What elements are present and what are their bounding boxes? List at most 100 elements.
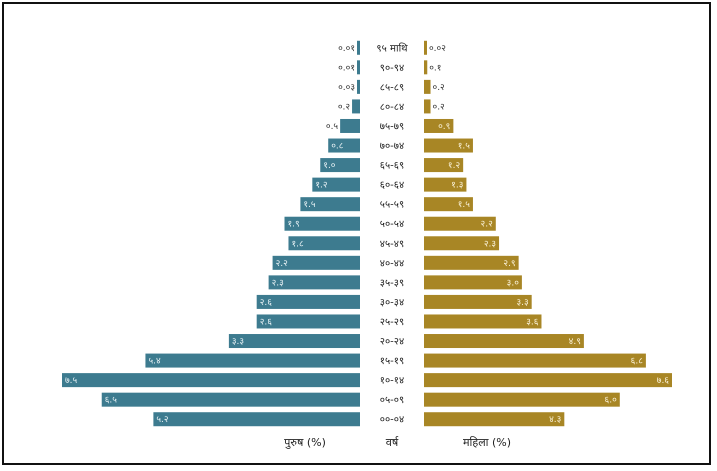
male-bar-label: ६.५ — [105, 396, 118, 406]
male-bar — [320, 158, 360, 173]
male-bar-label: ०.०१ — [338, 44, 355, 54]
male-bar-label: १.५ — [303, 200, 316, 210]
female-bar-label: ०.२ — [433, 102, 446, 112]
age-label: ७०-७४ — [380, 141, 404, 152]
female-bar-label: ०.९ — [438, 122, 450, 132]
male-bar — [288, 236, 360, 251]
male-bar-label: ०.२ — [338, 102, 351, 112]
age-group-labels: ९५ माथि ९०-९४ ८५-८९ ८०-८४ ७५-७९ ७०-७४ ६५-६९ ६०-… — [376, 42, 408, 425]
male-bar — [340, 118, 360, 133]
female-bar — [424, 236, 500, 251]
male-bar — [101, 392, 360, 407]
male-bar-label: ०.०१ — [338, 63, 355, 73]
female-bar — [424, 314, 542, 329]
female-bar-label: ०.०२ — [429, 44, 446, 54]
age-label: ००-०४ — [380, 415, 404, 426]
age-label: १०-१४ — [380, 376, 404, 387]
female-bar — [424, 353, 646, 368]
age-label: ५०-५४ — [380, 219, 404, 230]
male-bar — [256, 294, 360, 309]
male-bar-label: ०.०३ — [338, 83, 355, 93]
female-bar-label: ३.३ — [516, 298, 528, 308]
female-bar — [424, 118, 454, 133]
age-label: ६०-६४ — [380, 180, 404, 191]
age-label: ७५-७९ — [380, 121, 404, 132]
female-bar — [424, 79, 431, 94]
female-bar-label: ६.० — [605, 396, 618, 406]
female-bar — [424, 412, 565, 427]
male-bar-label: ०.५ — [326, 122, 339, 132]
female-bar — [424, 138, 473, 153]
age-label: ८५-८९ — [380, 82, 404, 93]
male-bar — [268, 275, 360, 290]
female-bar-label: २.२ — [481, 220, 494, 230]
male-bar — [328, 138, 360, 153]
male-bar — [284, 216, 360, 231]
male-bars: ०.०१ ०.०१ ०.०३ ०.२ ०.५ ०.८ १.० १.२ १.५१.९ १.८२.२ २… — [62, 40, 360, 427]
male-bar-label: २.६ — [260, 317, 273, 327]
male-bar-label: ५.२ — [156, 415, 169, 425]
female-bar — [424, 197, 473, 212]
female-bar-label: २.९ — [503, 259, 515, 269]
female-bar-label: ०.१ — [429, 63, 441, 73]
female-bar-label: ६.८ — [631, 357, 644, 367]
female-axis-title: महिला (%) — [463, 436, 511, 449]
male-axis-title: पुरुष (%) — [284, 436, 326, 449]
male-bar — [352, 99, 360, 114]
age-label: ८०-८४ — [380, 102, 404, 113]
female-bar-label: ३.० — [507, 278, 520, 288]
male-bar — [357, 79, 360, 94]
female-bar — [424, 255, 519, 270]
male-bar-label: २.६ — [260, 298, 273, 308]
male-bar — [357, 60, 360, 75]
male-bar — [357, 40, 360, 55]
female-bar — [424, 294, 532, 309]
age-label: २०-२४ — [380, 337, 404, 348]
female-bars: ०.०२ ०.१ ०.२ ०.२ ०.९ १.५ १.२ १.३ १.५ २.२ २.३ २.९ ३.०… — [424, 40, 672, 427]
male-bar-label: ७.५ — [65, 376, 78, 386]
male-bar — [312, 177, 360, 192]
male-bar — [153, 412, 360, 427]
female-bar — [424, 60, 428, 75]
female-bar-label: ०.२ — [433, 83, 446, 93]
female-bar — [424, 275, 522, 290]
male-bar — [228, 334, 360, 349]
male-bar — [145, 353, 360, 368]
age-label: ४५-४९ — [380, 239, 404, 250]
female-bar-label: ७.६ — [657, 376, 670, 386]
age-label: ६५-६९ — [380, 161, 404, 172]
male-bar-label: १.२ — [315, 181, 328, 191]
male-bar — [272, 255, 360, 270]
age-label: ०५-०९ — [380, 395, 404, 406]
age-label: ३५-३९ — [380, 278, 404, 289]
male-bar-label: ०.८ — [331, 142, 344, 152]
age-label: ४०-४४ — [380, 258, 404, 269]
male-bar — [62, 373, 360, 388]
female-bar — [424, 392, 620, 407]
female-bar — [424, 99, 431, 114]
male-bar-label: २.२ — [276, 259, 289, 269]
age-label: ९०-९४ — [380, 63, 404, 74]
male-bar-label: २.३ — [272, 278, 284, 288]
female-bar — [424, 40, 427, 55]
female-bar — [424, 334, 584, 349]
female-bar — [424, 373, 672, 388]
age-label: ५५-५९ — [380, 200, 404, 211]
male-bar-label: १.० — [323, 161, 336, 171]
female-bar-label: २.३ — [484, 239, 496, 249]
male-bar — [300, 197, 360, 212]
female-bar — [424, 158, 464, 173]
age-axis-title: वर्ष — [386, 436, 399, 449]
female-bar — [424, 177, 467, 192]
male-bar-label: ३.३ — [232, 337, 244, 347]
age-label: ३०-३४ — [380, 297, 404, 308]
age-label: ९५ माथि — [376, 42, 408, 54]
chart-frame — [2, 2, 711, 465]
male-bar-label: १.८ — [291, 239, 304, 249]
female-bar-label: १.५ — [458, 142, 471, 152]
male-bar-label: ५.४ — [148, 357, 161, 367]
age-label: १५-१९ — [380, 356, 404, 367]
female-bar-label: ४.३ — [549, 415, 561, 425]
female-bar-label: १.३ — [451, 181, 463, 191]
